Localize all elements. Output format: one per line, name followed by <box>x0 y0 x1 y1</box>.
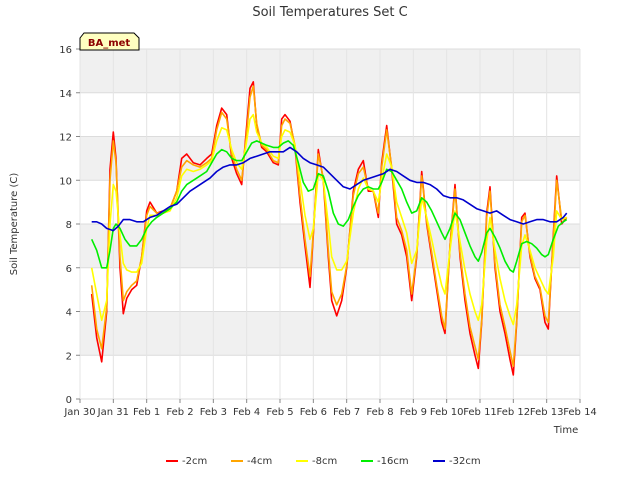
x-tick-label: Feb 10 <box>430 407 464 418</box>
x-tick-label: Jan 31 <box>97 407 129 418</box>
y-tick-label: 10 <box>59 176 72 187</box>
y-tick-label: 4 <box>66 308 72 319</box>
badge-label: BA_met <box>88 38 131 49</box>
x-tick-label: Feb 1 <box>133 407 160 418</box>
plot-band <box>80 311 580 356</box>
x-tick-label: Feb 2 <box>166 407 193 418</box>
series-lines <box>90 81 568 376</box>
y-tick-label: 16 <box>59 45 72 56</box>
y-tick-label: 0 <box>66 395 72 406</box>
x-tick-label: Feb 4 <box>233 407 260 418</box>
badge-box <box>79 32 140 51</box>
x-tick-label: Feb 9 <box>400 407 427 418</box>
plot-band <box>80 49 580 93</box>
legend-label: -32cm <box>449 456 481 467</box>
y-tick-label: 2 <box>66 351 72 362</box>
legend-label: -2cm <box>182 456 207 467</box>
legend-label: -8cm <box>312 456 337 467</box>
x-axis-label: Time <box>553 425 578 436</box>
x-tick-label: Feb 8 <box>366 407 393 418</box>
chart-title: Soil Temperatures Set C <box>252 5 407 20</box>
legend-label: -4cm <box>247 456 272 467</box>
series-line-minus-8cm <box>90 113 568 326</box>
legend-label: -16cm <box>377 456 409 467</box>
y-tick-label: 12 <box>59 133 72 144</box>
x-tick-label: Feb 6 <box>300 407 327 418</box>
y-tick-label: 14 <box>59 89 72 100</box>
plot-band <box>80 355 580 399</box>
plot-band <box>80 92 580 137</box>
y-tick-label: 8 <box>66 220 72 231</box>
y-axis-label: Soil Temperature (C) <box>9 173 20 276</box>
x-tick-label: Feb 13 <box>530 407 564 418</box>
x-tick-label: Feb 11 <box>463 407 497 418</box>
x-tick-label: Feb 7 <box>333 407 360 418</box>
series-line-minus-32cm <box>91 146 568 232</box>
series-line-minus-16cm <box>90 140 568 273</box>
x-tick-label: Feb 5 <box>266 407 293 418</box>
y-axis-ticks: 0 2 4 6 8 10 12 14 16 <box>59 45 80 406</box>
x-tick-label: Feb 14 <box>563 407 597 418</box>
x-tick-label: Feb 12 <box>497 407 531 418</box>
y-tick-label: 6 <box>66 264 72 275</box>
station-badge: BA_met <box>79 32 140 51</box>
x-tick-label: Feb 3 <box>200 407 227 418</box>
x-axis-ticks: Jan 30 Jan 31 Feb 1 Feb 2 Feb 3 Feb 4 Feb 5 Feb… <box>63 399 597 418</box>
x-tick-label: Jan 30 <box>63 407 95 418</box>
legend: -2cm -4cm -8cm -16cm -32cm <box>166 456 481 467</box>
